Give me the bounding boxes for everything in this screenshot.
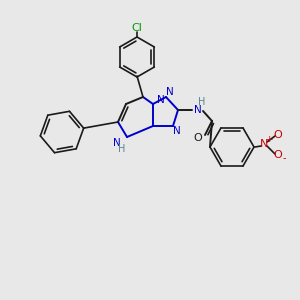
- Text: N: N: [166, 87, 174, 97]
- Text: N: N: [194, 105, 202, 115]
- Text: N: N: [113, 138, 121, 148]
- Text: N: N: [260, 139, 268, 149]
- Text: +: +: [265, 136, 273, 145]
- Text: H: H: [118, 144, 126, 154]
- Text: O: O: [194, 133, 202, 143]
- Text: N: N: [157, 95, 165, 105]
- Text: O: O: [274, 130, 282, 140]
- Text: H: H: [198, 97, 206, 107]
- Text: Cl: Cl: [132, 23, 142, 33]
- Text: O: O: [274, 150, 282, 160]
- Text: -: -: [282, 153, 286, 163]
- Text: N: N: [173, 126, 181, 136]
